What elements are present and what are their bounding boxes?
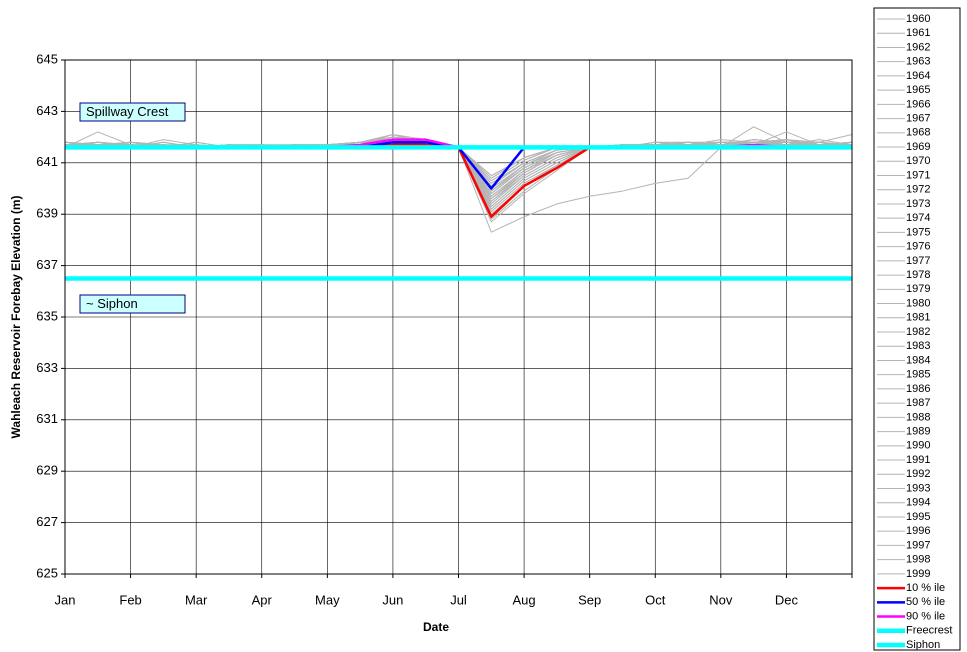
legend-label: 1960 [906,13,930,25]
legend-label: 1989 [906,425,930,437]
legend-label: Freecrest [906,625,952,637]
legend-label: 1993 [906,482,930,494]
annotation: ~ Siphon [86,296,138,311]
legend-label: Siphon [906,639,940,651]
legend-label: 10 % ile [906,582,945,594]
legend-label: 1975 [906,226,930,238]
y-tick-label: 637 [36,257,58,272]
y-tick-label: 643 [36,103,58,118]
x-tick-label: Mar [185,592,208,607]
legend-label: 1997 [906,539,930,551]
legend: 1960 1961 1962 1963 1964 1965 1966 1967 1968 1969… [877,13,952,651]
plot-lines [64,126,853,281]
legend-label: 90 % ile [906,610,945,622]
y-axis-label: Wahleach Reservoir Forebay Elevation (m) [9,196,23,439]
y-tick-label: 627 [36,514,58,529]
legend-label: 1979 [906,283,930,295]
y-tick-label: 639 [36,206,58,221]
legend-label: 1992 [906,468,930,480]
legend-label: 1987 [906,397,930,409]
x-tick-label: Jan [55,592,76,607]
legend-label: 1963 [906,56,930,68]
x-tick-label: Nov [709,592,733,607]
axes: 625 627 629 631 633 635 637 639 641 643 645 Jan Feb M… [36,51,853,607]
legend-label: 1966 [906,98,930,110]
x-tick-label: Jul [450,592,467,607]
y-tick-label: 625 [36,565,58,580]
legend-label: 1970 [906,155,930,167]
legend-label: 1996 [906,525,930,537]
legend-label: 1994 [906,497,930,509]
legend-label: 50 % ile [906,596,945,608]
legend-label: 1974 [906,212,930,224]
x-tick-label: Aug [513,592,536,607]
x-tick-label: Dec [775,592,799,607]
y-tick-label: 629 [36,463,58,478]
x-tick-label: Oct [645,592,666,607]
legend-label: 1983 [906,340,930,352]
legend-label: 1991 [906,454,930,466]
legend-label: 1964 [906,70,930,82]
legend-label: 1998 [906,554,930,566]
annotation-box [79,102,186,122]
legend-box [873,7,961,651]
annotation-box [79,294,186,314]
y-tick-label: 633 [36,360,58,375]
legend-label: 1981 [906,312,930,324]
legend-label: 1982 [906,326,930,338]
x-tick-label: Feb [119,592,141,607]
legend-label: 1985 [906,369,930,381]
legend-label: 1986 [906,383,930,395]
y-tick-label: 635 [36,308,58,323]
legend-label: 1995 [906,511,930,523]
legend-label: 1999 [906,568,930,580]
legend-label: 1978 [906,269,930,281]
legend-label: 1965 [906,84,930,96]
y-tick-label: 631 [36,411,58,426]
legend-label: 1967 [906,112,930,124]
x-tick-label: Apr [252,592,273,607]
annotation: Spillway Crest [86,104,169,119]
legend-label: 1980 [906,297,930,309]
legend-label: 1961 [906,27,930,39]
legend-label: 1990 [906,440,930,452]
legend-label: 1972 [906,184,930,196]
legend-label: 1971 [906,169,930,181]
legend-label: 1962 [906,41,930,53]
legend-label: 1969 [906,141,930,153]
y-tick-label: 645 [36,51,58,66]
legend-label: 1984 [906,354,930,366]
legend-label: 1976 [906,241,930,253]
x-tick-label: Sep [578,592,601,607]
legend-label: 1973 [906,198,930,210]
x-tick-label: Jun [382,592,403,607]
legend-label: 1977 [906,255,930,267]
legend-label: 1968 [906,127,930,139]
legend-label: 1988 [906,411,930,423]
x-tick-label: May [315,592,340,607]
x-axis-label: Date [423,620,449,634]
y-tick-label: 641 [36,154,58,169]
